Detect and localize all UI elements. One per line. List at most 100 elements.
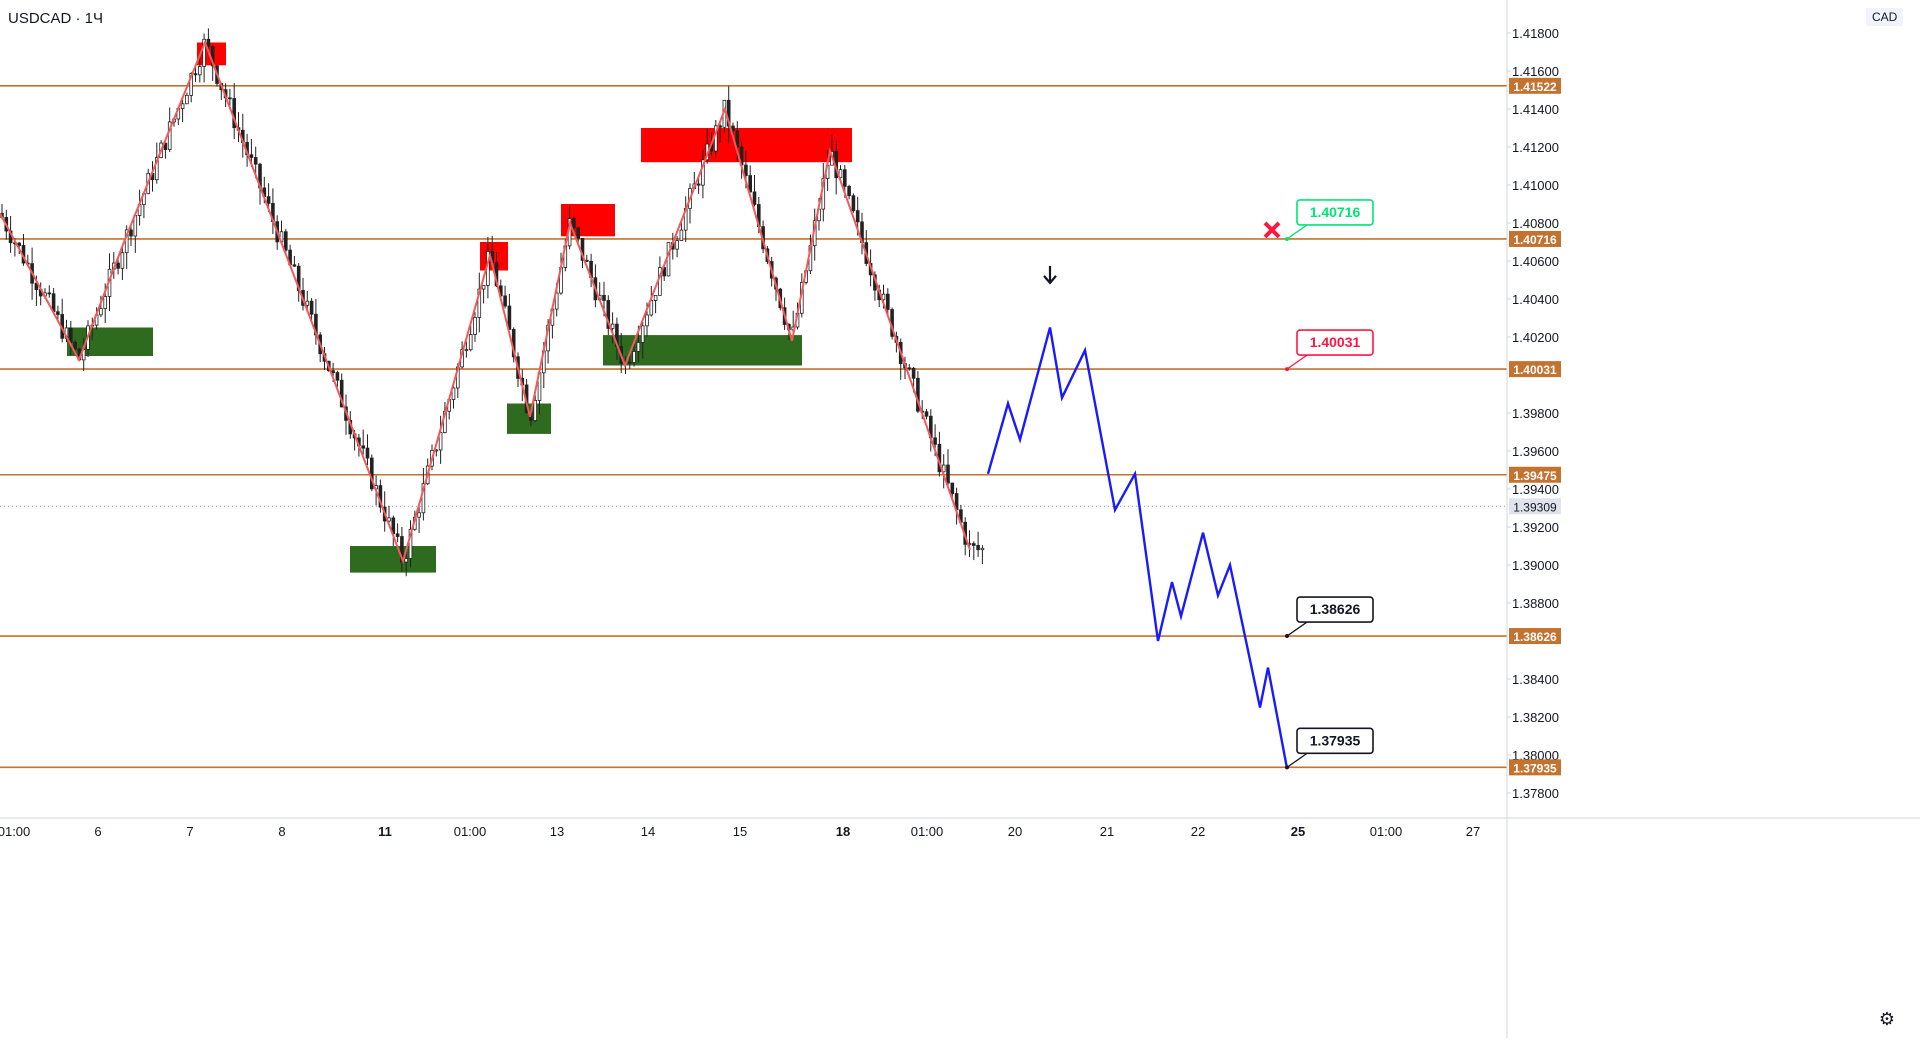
candle-body	[851, 195, 856, 212]
candle	[473, 312, 477, 342]
level-label-text: 1.40031	[1513, 363, 1557, 377]
price-tick-label: 1.39400	[1512, 482, 1559, 497]
candle	[640, 321, 645, 359]
level-label-bg	[1509, 77, 1561, 94]
candle-body	[735, 130, 740, 148]
candle	[99, 295, 103, 318]
zones-layer	[67, 42, 852, 573]
candle-body	[339, 379, 344, 408]
candle-body	[451, 387, 456, 401]
candle-body	[163, 142, 168, 150]
candle-body	[636, 342, 641, 352]
candle-body	[503, 295, 507, 307]
candle	[120, 245, 125, 281]
currency-tag[interactable]: CAD	[1866, 8, 1904, 26]
time-tick-label: 25	[1291, 824, 1305, 839]
candle-body	[99, 308, 103, 316]
candle	[365, 434, 370, 466]
candle	[163, 142, 168, 159]
supply-zone	[480, 242, 508, 271]
candle	[417, 506, 421, 533]
zigzag-layer	[0, 39, 971, 565]
callout-pointer	[1286, 752, 1308, 768]
candles-layer	[0, 28, 985, 577]
callout-anchor	[1285, 367, 1289, 372]
candle	[404, 551, 408, 577]
time-tick-label: 01:00	[911, 824, 944, 839]
candle	[464, 341, 469, 358]
candle	[907, 364, 912, 371]
level-label-bg	[1509, 466, 1561, 483]
settings-gear-icon[interactable]: ⚙	[1878, 1009, 1896, 1029]
candle-body	[365, 447, 370, 459]
candle	[838, 165, 843, 179]
candle	[206, 28, 211, 52]
candle	[683, 196, 688, 242]
candle-body	[924, 411, 929, 417]
current-price-label: 1.39309	[1509, 498, 1561, 515]
candle	[240, 113, 245, 158]
level-label-bg	[1509, 759, 1561, 776]
candle	[860, 212, 864, 255]
time-tick-label: 13	[550, 824, 564, 839]
time-axis: 01:00 6 7 8 11 01:00 13 14 15 18 01:00 20 21 22 25 01:0…	[0, 817, 1920, 839]
candle-body	[193, 73, 198, 76]
candle	[675, 236, 679, 258]
candle-body	[335, 372, 340, 381]
candle-body	[103, 296, 108, 309]
candle-body	[907, 367, 912, 370]
candle	[369, 454, 374, 492]
candle	[185, 92, 189, 105]
level-label-text: 1.41522	[1513, 80, 1557, 94]
candle-body	[266, 196, 271, 204]
candle	[507, 293, 512, 330]
candle	[748, 165, 752, 193]
candle	[976, 531, 980, 557]
candle	[886, 288, 890, 315]
level-price-label: 1.37935	[1509, 759, 1561, 776]
current-price-bg	[1509, 498, 1561, 515]
price-tick-label: 1.41200	[1512, 140, 1559, 155]
candle	[202, 33, 206, 83]
price-axis: 1.41800 1.41600 1.41400 1.41200 1.41000 1.408…	[1506, 0, 1561, 1038]
time-tick-label: 20	[1008, 824, 1022, 839]
time-tick-label: 18	[836, 824, 850, 839]
candle-body	[473, 317, 477, 335]
candle-body	[855, 210, 860, 223]
level-label-text: 1.39475	[1513, 469, 1557, 483]
candle	[851, 193, 856, 213]
candle-body	[73, 341, 77, 350]
callout-pointer	[1286, 224, 1308, 240]
price-tick-label: 1.41000	[1512, 178, 1559, 193]
candle-body	[946, 464, 950, 484]
callout-box	[1296, 329, 1374, 356]
price-tick-label: 1.40200	[1512, 330, 1559, 345]
candle	[722, 99, 727, 133]
price-callout: 1.38626	[1285, 596, 1374, 639]
time-tick-label: 22	[1191, 824, 1205, 839]
level-price-label: 1.40716	[1509, 230, 1561, 247]
candle	[197, 53, 202, 83]
candle-body	[283, 231, 288, 251]
supply-zone	[641, 128, 852, 163]
candle-body	[847, 186, 851, 197]
down-arrow-head	[1043, 275, 1057, 285]
candle-body	[554, 292, 559, 310]
candle	[69, 321, 73, 356]
candle-body	[572, 218, 576, 229]
level-label-text: 1.40716	[1513, 233, 1557, 247]
candle	[335, 370, 340, 388]
candle	[116, 257, 120, 275]
time-tick-label: 21	[1100, 824, 1114, 839]
candle-body	[610, 323, 615, 329]
level-label-text: 1.38626	[1513, 630, 1557, 644]
time-tick-label: 27	[1466, 824, 1480, 839]
candle-body	[249, 154, 254, 158]
candle-body	[331, 370, 335, 373]
candle-body	[950, 482, 955, 494]
candle-body	[653, 294, 658, 301]
callout-anchor	[1285, 765, 1289, 770]
zigzag-line	[0, 39, 971, 565]
